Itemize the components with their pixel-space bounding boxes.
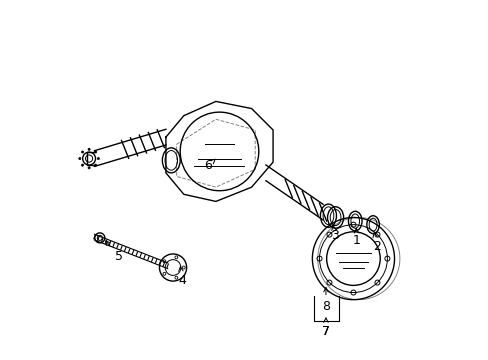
Text: 6: 6	[203, 159, 215, 172]
Circle shape	[88, 167, 90, 169]
Circle shape	[79, 157, 81, 159]
Circle shape	[81, 164, 83, 166]
Circle shape	[94, 151, 97, 153]
Text: 2: 2	[372, 233, 381, 253]
Text: 3: 3	[330, 226, 338, 242]
Text: 7: 7	[321, 318, 329, 338]
Circle shape	[88, 148, 90, 150]
Text: 7: 7	[321, 325, 329, 338]
Text: 5: 5	[105, 241, 122, 263]
Text: 1: 1	[352, 228, 360, 247]
Text: 8: 8	[321, 287, 329, 313]
Circle shape	[81, 151, 83, 153]
Circle shape	[94, 164, 97, 166]
Text: 4: 4	[178, 267, 185, 287]
Circle shape	[97, 157, 99, 159]
